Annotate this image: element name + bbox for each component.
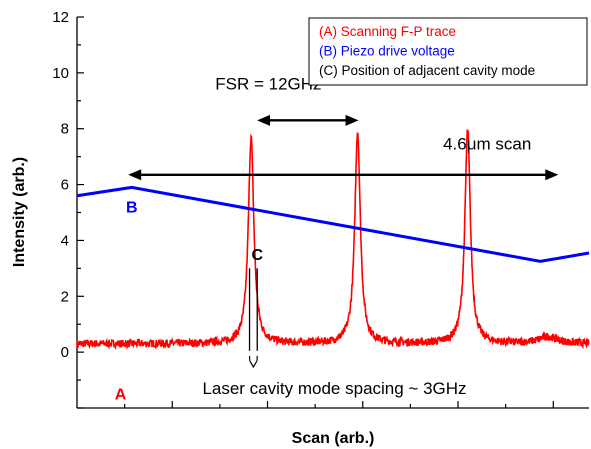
y-tick-label: 0 (61, 344, 69, 361)
y-tick-label: 10 (52, 65, 69, 82)
y-tick-label: 6 (61, 177, 69, 194)
scan-arrow (128, 169, 559, 181)
legend-box (308, 17, 588, 86)
y-tick-label: 12 (52, 9, 69, 26)
scan-annotation: 4.6μm scan (443, 135, 531, 154)
y-tick-label: 8 (61, 121, 69, 138)
legend-entry: (B) Piezo drive voltage (319, 44, 455, 59)
scan-arrow-head-right (545, 169, 559, 181)
series-c-tag: C (251, 247, 263, 264)
x-axis-title: Scan (arb.) (292, 430, 375, 447)
fsr-arrow-head-right (345, 114, 359, 126)
fsr-annotation: FSR = 12GHz (215, 75, 321, 94)
series-a-trace (76, 128, 590, 350)
legend: (A) Scanning F-P trace (B) Piezo drive vo… (308, 17, 588, 86)
series-layer (76, 128, 590, 350)
legend-entry: (A) Scanning F-P trace (319, 24, 456, 39)
legend-entry: (C) Position of adjacent cavity mode (319, 63, 535, 78)
y-axis-title: Intensity (arb.) (11, 157, 28, 267)
fsr-arrow (257, 114, 359, 126)
y-tick-label: 4 (61, 232, 69, 249)
mode-spacing-brace (248, 355, 258, 369)
scan-arrow-head-left (128, 169, 142, 181)
y-ticks: 0 2 4 6 8 10 12 (52, 9, 84, 409)
y-tick-label: 2 (61, 288, 69, 305)
series-b-trace (76, 185, 590, 263)
spacing-annotation: Laser cavity mode spacing ~ 3GHz (202, 379, 466, 398)
annotations: A B C FSR = 12GHz 4.6μm scan Laser cavity mod… (115, 75, 559, 404)
fsr-arrow-head-left (257, 114, 271, 126)
series-a-tag: A (115, 387, 127, 404)
series-b-tag: B (126, 200, 138, 217)
